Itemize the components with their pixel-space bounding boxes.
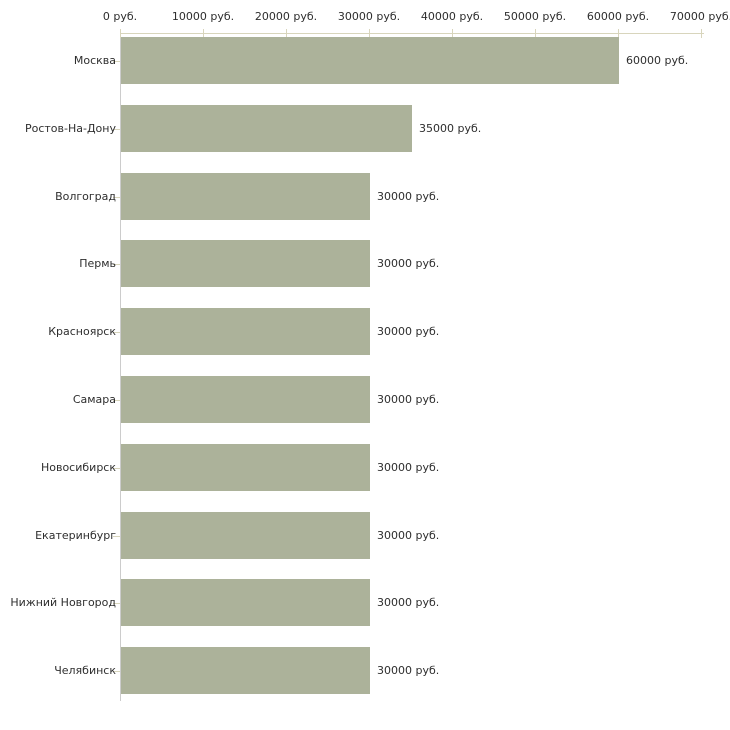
value-label: 30000 руб. [377,664,440,677]
bar [121,308,370,355]
bar [121,376,370,423]
value-label: 30000 руб. [377,529,440,542]
x-tick-label: 10000 руб. [171,10,235,23]
bar [121,512,370,559]
value-label: 30000 руб. [377,325,440,338]
y-tick-mark [113,671,120,672]
x-tick-mark [618,29,619,38]
category-label: Пермь [79,257,116,270]
x-tick-mark [535,29,536,38]
x-tick-mark [369,29,370,38]
bar [121,173,370,220]
y-tick-mark [113,400,120,401]
x-axis-line [120,33,704,34]
x-tick-label: 0 руб. [102,10,138,23]
y-tick-mark [113,332,120,333]
y-tick-mark [113,61,120,62]
y-tick-mark [113,197,120,198]
y-tick-mark [113,603,120,604]
category-label: Красноярск [48,325,116,338]
x-tick-label: 20000 руб. [254,10,318,23]
x-tick-mark [701,29,702,38]
y-tick-mark [113,468,120,469]
bar [121,647,370,694]
y-tick-mark [113,129,120,130]
x-tick-mark [452,29,453,38]
value-label: 35000 руб. [419,122,482,135]
x-tick-label: 40000 руб. [420,10,484,23]
category-label: Москва [73,54,116,67]
category-label: Челябинск [54,664,116,677]
x-tick-label: 60000 руб. [586,10,650,23]
bar [121,444,370,491]
value-label: 30000 руб. [377,461,440,474]
x-tick-mark [203,29,204,38]
y-tick-mark [113,536,120,537]
category-label: Екатеринбург [35,529,116,542]
bar [121,579,370,626]
category-label: Волгоград [55,190,116,203]
category-label: Новосибирск [40,461,116,474]
x-tick-label: 50000 руб. [503,10,567,23]
y-tick-mark [113,264,120,265]
bar [121,105,412,152]
value-label: 30000 руб. [377,257,440,270]
y-axis-line [120,33,121,701]
category-label: Нижний Новгород [10,596,116,609]
x-tick-mark [286,29,287,38]
x-tick-mark [120,29,121,38]
x-tick-label: 70000 руб. [669,10,730,23]
value-label: 30000 руб. [377,190,440,203]
category-label: Самара [72,393,116,406]
bar [121,240,370,287]
value-label: 60000 руб. [626,54,689,67]
value-label: 30000 руб. [377,596,440,609]
bar [121,37,619,84]
category-label: Ростов-На-Дону [24,122,116,135]
value-label: 30000 руб. [377,393,440,406]
x-tick-label: 30000 руб. [337,10,401,23]
